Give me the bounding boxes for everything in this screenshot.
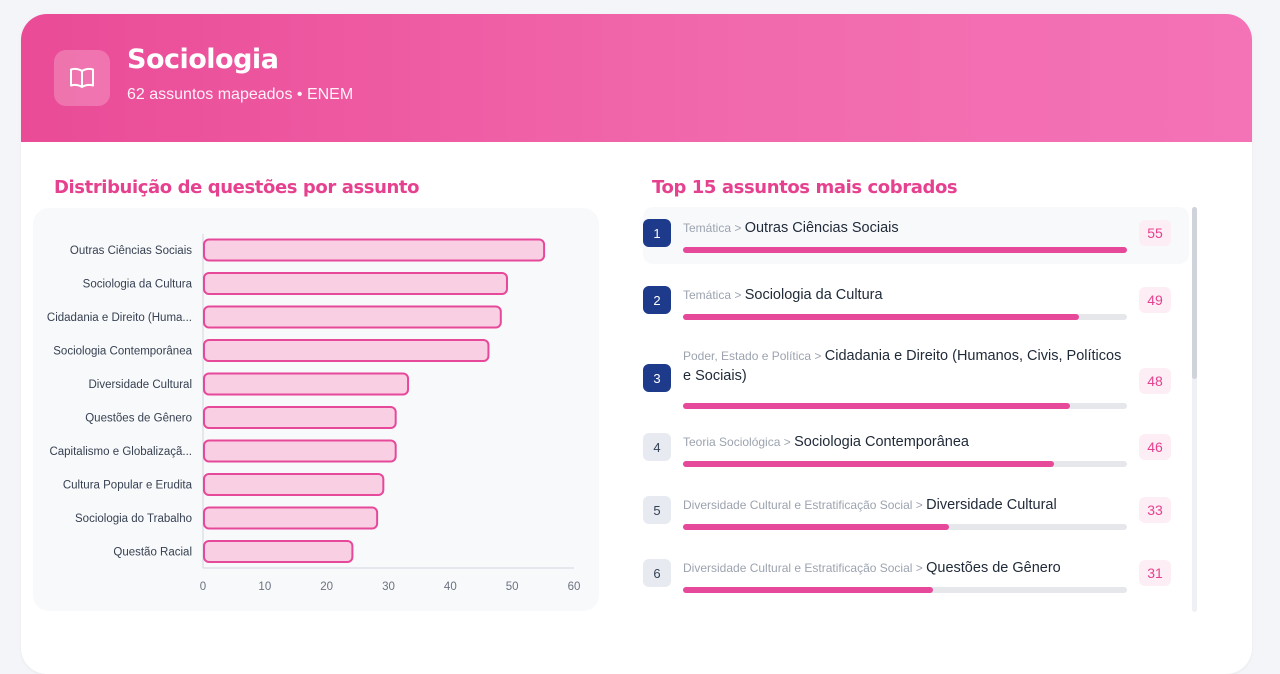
count-badge: 55 [1139,220,1171,246]
category-label: Questões de Gênero [85,413,192,425]
x-tick-label: 10 [258,581,271,593]
list-item[interactable]: 5 Diversidade Cultural e Estratificação S… [643,491,1189,539]
count-badge: 33 [1139,497,1171,523]
count-badge: 46 [1139,434,1171,460]
progress-track [683,403,1127,409]
progress-track [683,461,1127,467]
item-text: Temática > Outras Ciências Sociais [683,218,1123,238]
list-scrollbar-thumb[interactable] [1192,207,1197,379]
rank-badge: 6 [643,559,671,587]
bar[interactable] [203,506,379,530]
bar[interactable] [203,339,490,362]
bar[interactable] [203,439,397,463]
progress-fill [683,403,1071,409]
bar-chart: Outras Ciências Sociais Sociologia da Cul… [47,234,581,593]
item-text: Teoria Sociológica > Sociologia Contempo… [683,432,1123,452]
progress-fill [683,461,1055,467]
bar[interactable] [203,372,410,396]
list-item[interactable]: 4 Teoria Sociológica > Sociologia Contemp… [643,428,1189,476]
count-badge: 48 [1139,368,1171,394]
item-text: Diversidade Cultural e Estratificação So… [683,495,1123,515]
item-category: Diversidade Cultural e Estratificação So… [683,561,927,575]
rank-badge: 1 [643,219,671,247]
page-subtitle: 62 assuntos mapeados • ENEM [127,86,354,103]
bar[interactable] [203,406,397,429]
rank-badge: 4 [643,433,671,461]
count-badge: 49 [1139,287,1171,313]
item-subject-name: Sociologia Contemporânea [794,434,969,450]
list-item[interactable]: 6 Diversidade Cultural e Estratificação S… [643,554,1189,602]
item-text: Temática > Sociologia da Cultura [683,285,1123,305]
category-label: Sociologia da Cultura [83,279,193,291]
item-category: Diversidade Cultural e Estratificação So… [683,498,927,512]
page-title: Sociologia [127,44,279,75]
item-category: Temática > [683,221,745,235]
list-item[interactable]: 1 Temática > Outras Ciências Sociais 55 [643,207,1189,264]
item-category: Temática > [683,288,745,302]
chart-section-title: Distribuição de questões por assunto [54,177,420,198]
progress-track [683,524,1127,530]
category-label: Cultura Popular e Erudita [63,480,193,492]
rank-badge: 2 [643,286,671,314]
category-label: Cidadania e Direito (Huma... [47,312,192,324]
count-badge: 31 [1139,560,1171,586]
x-tick-label: 50 [506,581,519,593]
rank-badge: 5 [643,496,671,524]
item-text: Diversidade Cultural e Estratificação So… [683,558,1123,578]
bar[interactable] [203,238,546,262]
item-text: Poder, Estado e Política > Cidadania e D… [683,346,1123,386]
x-tick-label: 20 [320,581,333,593]
list-section-title: Top 15 assuntos mais cobrados [652,177,958,198]
list-item[interactable]: 2 Temática > Sociologia da Cultura 49 [643,281,1189,329]
subject-header: Sociologia 62 assuntos mapeados • ENEM [21,14,1252,142]
category-label: Outras Ciências Sociais [70,245,192,257]
progress-fill [683,587,934,593]
category-label: Diversidade Cultural [88,379,192,391]
rank-badge: 3 [643,364,671,392]
x-tick-label: 60 [568,581,581,593]
bar[interactable] [203,473,385,496]
bar[interactable] [203,272,508,295]
progress-fill [683,314,1079,320]
item-subject-name: Cidadania e Direito (Humanos, Civis, Pol… [683,348,1122,384]
open-book-icon [54,50,110,106]
progress-track [683,587,1127,593]
category-label: Questão Racial [113,547,192,559]
bar[interactable] [203,305,502,329]
item-category: Poder, Estado e Política > [683,349,825,363]
item-subject-name: Diversidade Cultural [926,497,1057,513]
progress-fill [683,247,1127,253]
item-subject-name: Questões de Gênero [926,560,1061,576]
progress-track [683,247,1127,253]
progress-track [683,314,1127,320]
top-subjects-list[interactable]: 1 Temática > Outras Ciências Sociais 55 2 Te… [643,207,1189,612]
list-scrollbar[interactable] [1192,207,1197,612]
x-tick-label: 0 [200,581,206,593]
x-tick-label: 30 [382,581,395,593]
distribution-chart: Outras Ciências Sociais Sociologia da Cul… [33,208,599,611]
progress-fill [683,524,950,530]
bar[interactable] [203,540,354,563]
item-subject-name: Outras Ciências Sociais [744,220,899,236]
category-label: Capitalismo e Globalizaçã... [49,446,192,458]
item-subject-name: Sociologia da Cultura [744,287,883,303]
x-tick-label: 40 [444,581,457,593]
category-label: Sociologia do Trabalho [75,513,192,525]
category-label: Sociologia Contemporânea [53,346,192,358]
list-item[interactable]: 3 Poder, Estado e Política > Cidadania e … [643,342,1189,409]
item-category: Teoria Sociológica > [683,435,795,449]
